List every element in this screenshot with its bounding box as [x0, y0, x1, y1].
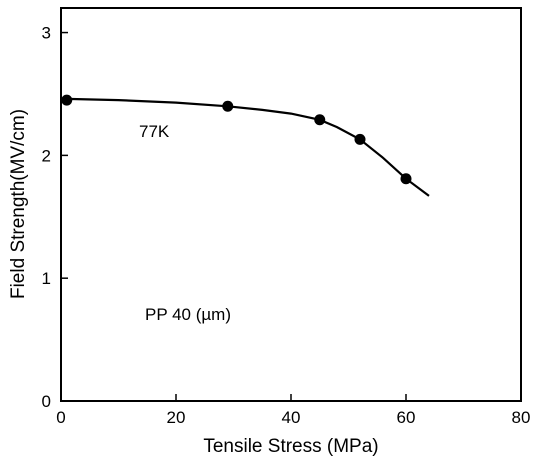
plot-frame: [60, 7, 522, 402]
annotation-sample: PP 40 (µm): [145, 305, 231, 324]
x-axis-title: Tensile Stress (MPa): [203, 436, 378, 457]
y-tick-label: 2: [42, 146, 51, 165]
annotation-temperature: 77K: [139, 122, 170, 141]
tick-labels: 0 20 40 60 80 0 1 2 3: [42, 24, 531, 427]
x-tick-label: 20: [167, 408, 186, 427]
series-markers: [61, 94, 412, 185]
x-tick-label: 60: [397, 408, 416, 427]
y-tick-label: 0: [42, 392, 51, 411]
y-axis-title: Field Strength(MV/cm): [8, 109, 29, 299]
y-tick-label: 3: [42, 24, 51, 43]
data-point: [400, 173, 412, 185]
x-tick-label: 0: [56, 408, 65, 427]
data-point: [61, 94, 73, 106]
x-tick-label: 80: [512, 408, 531, 427]
x-tick-label: 40: [282, 408, 301, 427]
series-curve: [66, 97, 430, 197]
axis-ticks: [60, 31, 522, 402]
data-point: [222, 100, 234, 112]
y-tick-label: 1: [42, 269, 51, 288]
data-point: [314, 114, 326, 126]
data-point: [354, 133, 366, 145]
